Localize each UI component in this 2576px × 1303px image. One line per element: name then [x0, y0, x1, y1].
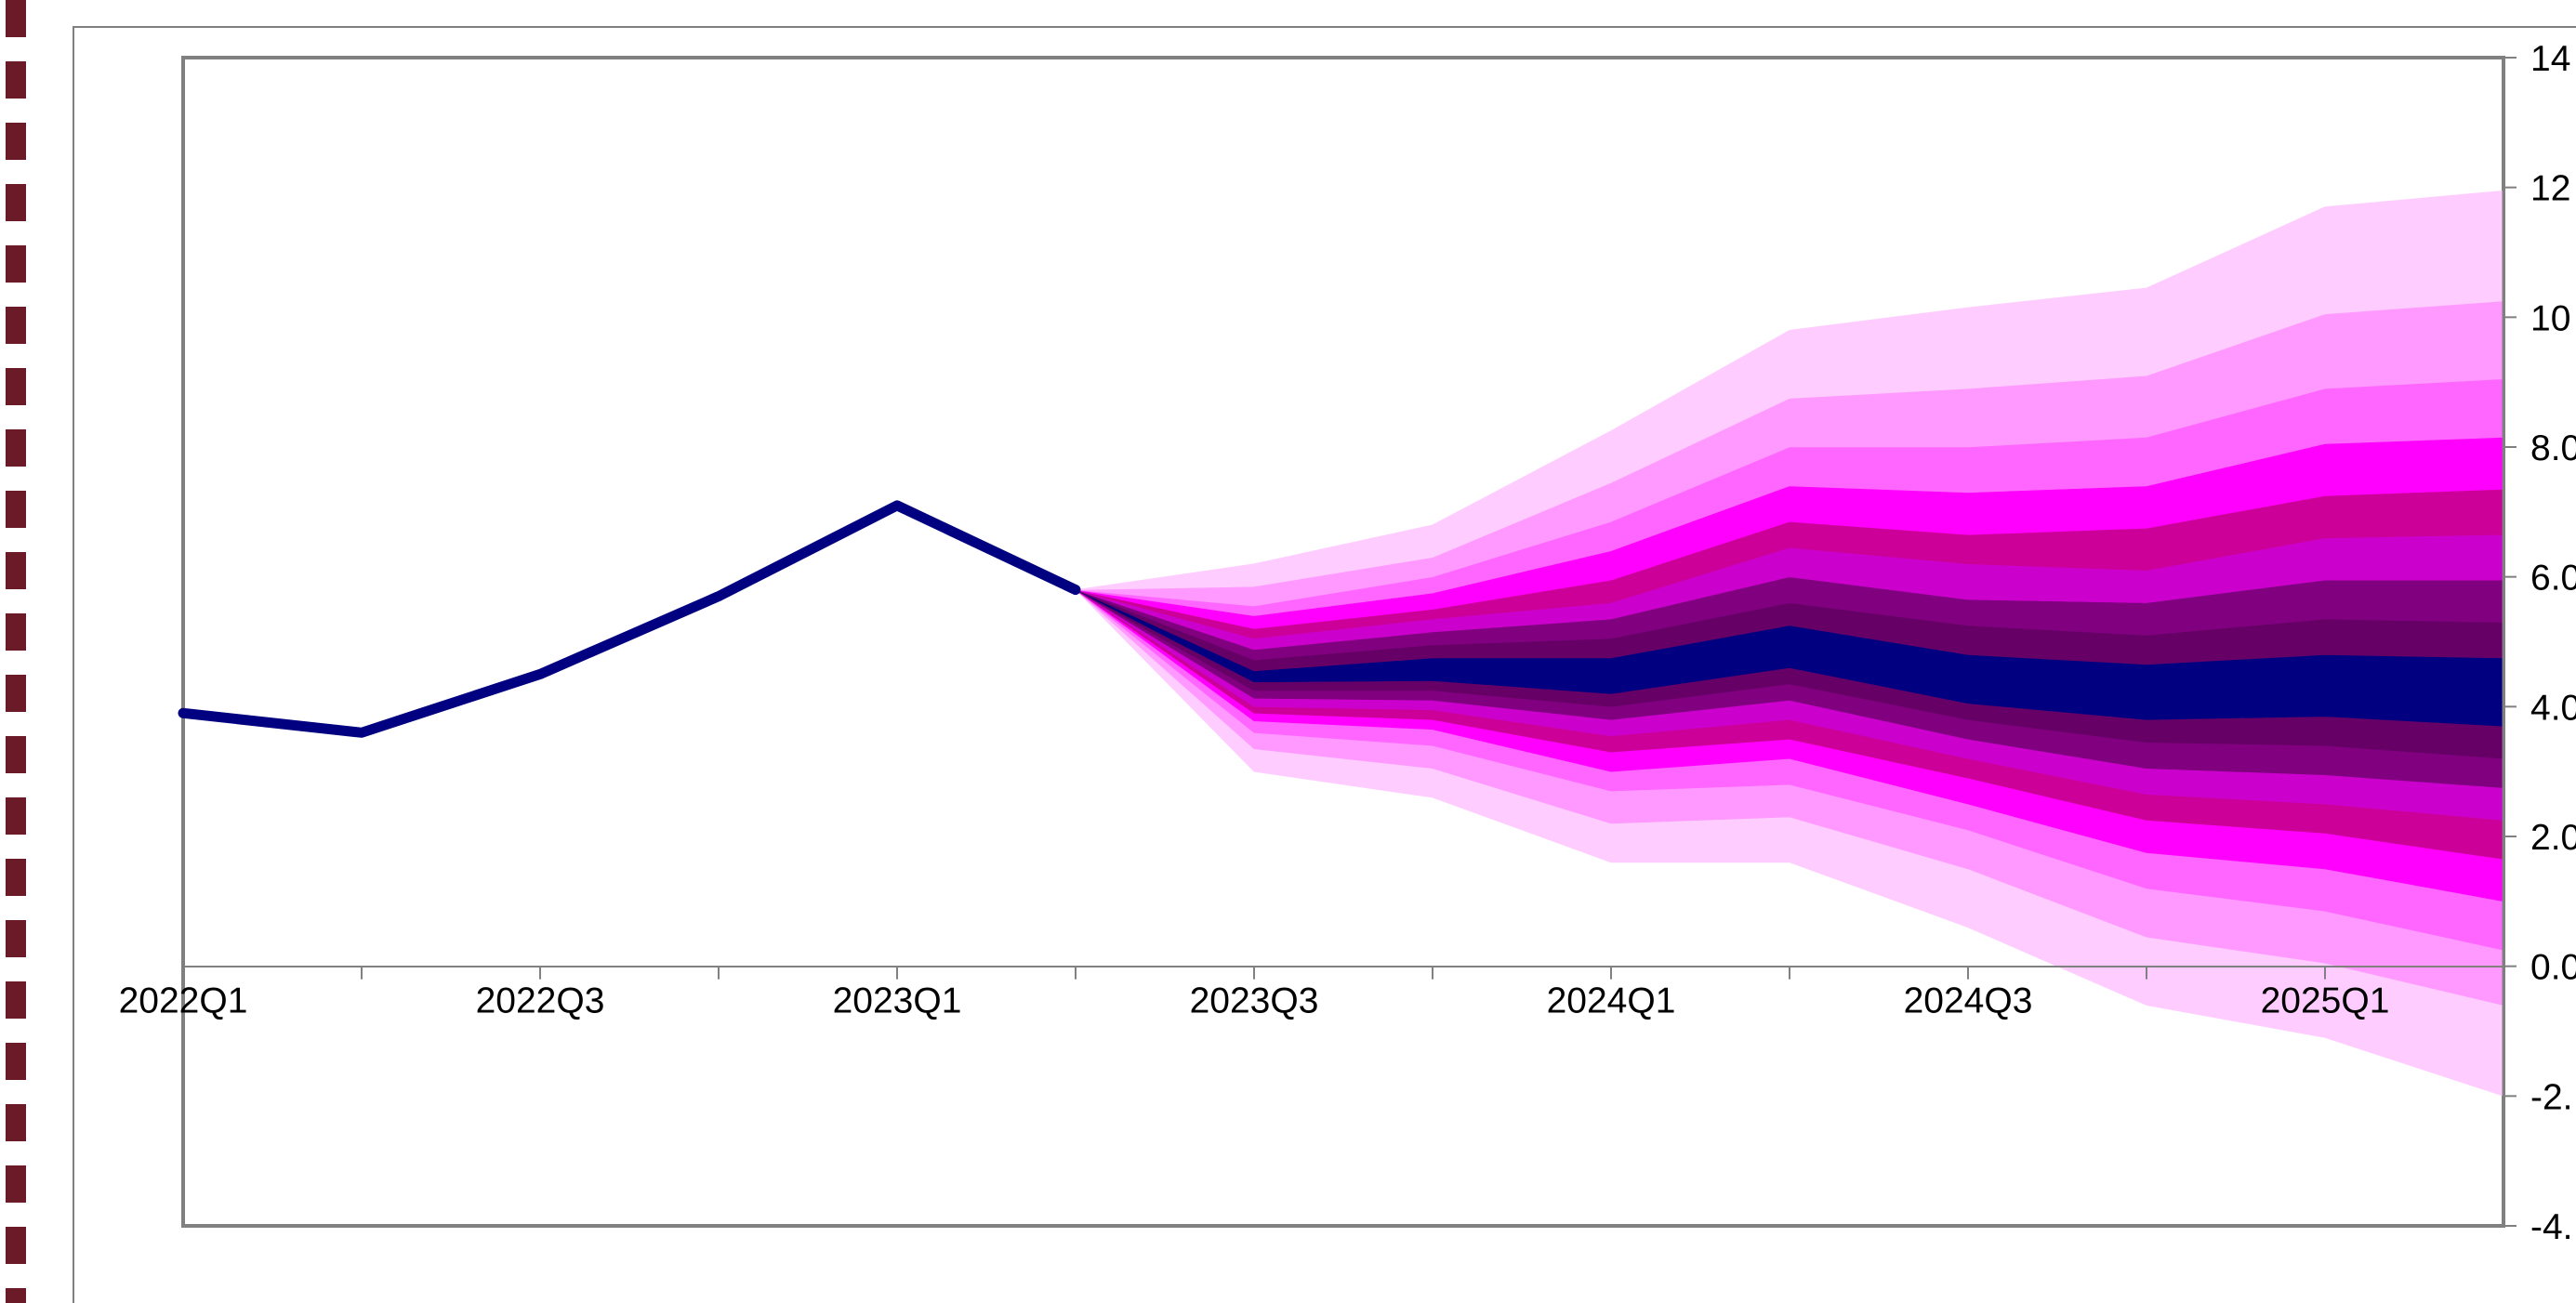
y-tick-label: 4.0	[2530, 688, 2576, 728]
y-tick-label: 12	[2530, 169, 2570, 209]
x-tick-label: 2023Q1	[833, 981, 962, 1021]
y-tick-label: 10	[2530, 298, 2570, 338]
edge-dash	[6, 1288, 26, 1303]
x-tick-label: 2022Q3	[476, 981, 605, 1021]
history-series-line	[178, 500, 1081, 738]
y-axis-labels: 14 12 10 8.0 6.0 4.0 2.0 0.0 -2. -4.	[2530, 39, 2576, 1247]
chart-area-border	[73, 26, 2576, 1303]
edge-dash	[6, 920, 26, 957]
fan-bands	[1075, 190, 2504, 1097]
edge-dash	[6, 245, 26, 283]
x-tick-label: 2022Q1	[119, 981, 248, 1021]
y-tick-label: -2.	[2530, 1077, 2573, 1117]
edge-dash	[6, 184, 26, 221]
edge-dash	[6, 491, 26, 528]
x-tick-label: 2024Q1	[1547, 981, 1676, 1021]
edge-dash	[6, 736, 26, 773]
x-axis-ticks	[182, 966, 2504, 980]
edge-dash	[6, 429, 26, 467]
edge-dash	[6, 613, 26, 651]
y-tick-label: 2.0	[2530, 818, 2576, 858]
y-tick-label: -4.	[2530, 1207, 2573, 1247]
y-tick-label: 8.0	[2530, 428, 2576, 468]
edge-dash	[6, 1104, 26, 1141]
edge-dash	[6, 368, 26, 405]
edge-dash	[6, 123, 26, 160]
edge-dash	[6, 1043, 26, 1080]
edge-dash	[6, 307, 26, 344]
edge-dash	[6, 797, 26, 835]
edge-dash	[6, 0, 26, 37]
x-tick-label: 2023Q3	[1190, 981, 1319, 1021]
edge-dash	[6, 61, 26, 99]
x-tick-label: 2025Q1	[2261, 981, 2390, 1021]
edge-dash	[6, 859, 26, 896]
edge-dash	[6, 552, 26, 589]
x-axis-labels: 2022Q1 2022Q3 2023Q1 2023Q3 2024Q1 2024Q3 2025…	[119, 981, 2390, 1021]
y-tick-label: 14	[2530, 39, 2570, 79]
edge-dash	[6, 1227, 26, 1264]
left-edge-decoration	[6, 0, 26, 1303]
y-tick-label: 6.0	[2530, 559, 2576, 599]
y-tick-label: 0.0	[2530, 948, 2576, 988]
edge-dash	[6, 1165, 26, 1203]
edge-dash	[6, 675, 26, 712]
x-tick-label: 2024Q3	[1904, 981, 2033, 1021]
edge-dash	[6, 981, 26, 1019]
y-axis-ticks	[2503, 57, 2517, 1227]
